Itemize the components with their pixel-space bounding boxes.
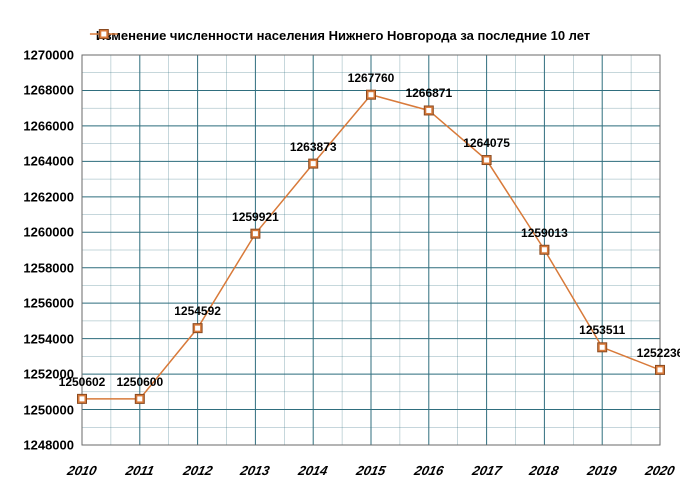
x-tick-label: 2015 [355,463,387,478]
x-tick-label: 2018 [528,463,560,478]
y-tick-label: 1270000 [23,48,74,63]
data-point-label: 1259013 [521,226,568,240]
x-tick-label: 2020 [644,463,676,478]
y-tick-label: 1268000 [23,83,74,98]
y-tick-label: 1258000 [23,260,74,275]
y-tick-label: 1256000 [23,296,74,311]
y-tick-label: 1248000 [23,438,74,453]
plot-area [0,0,680,500]
data-point-label: 1252236 [637,346,680,360]
data-point-label: 1267760 [348,71,395,85]
data-point-label: 1250600 [116,375,163,389]
y-tick-label: 1254000 [23,331,74,346]
data-point-label: 1266871 [405,86,452,100]
y-tick-label: 1260000 [23,225,74,240]
x-tick-label: 2010 [66,463,98,478]
data-point-label: 1264075 [463,136,510,150]
y-tick-label: 1264000 [23,154,74,169]
data-point-label: 1253511 [579,323,625,337]
data-point-label: 1263873 [290,140,337,154]
y-tick-label: 1250000 [23,402,74,417]
x-tick-label: 2016 [413,463,445,478]
x-tick-label: 2014 [297,463,329,478]
y-tick-label: 1266000 [23,118,74,133]
x-tick-label: 2012 [182,463,214,478]
x-tick-label: 2013 [239,463,271,478]
data-point-label: 1254592 [174,304,221,318]
x-tick-label: 2019 [586,463,618,478]
population-line-chart: Изменение численности населения Нижнего … [0,0,680,500]
data-point-label: 1250602 [59,375,106,389]
x-tick-label: 2011 [124,463,155,478]
data-point-label: 1259921 [232,210,279,224]
y-tick-label: 1262000 [23,189,74,204]
x-tick-label: 2017 [471,463,503,478]
